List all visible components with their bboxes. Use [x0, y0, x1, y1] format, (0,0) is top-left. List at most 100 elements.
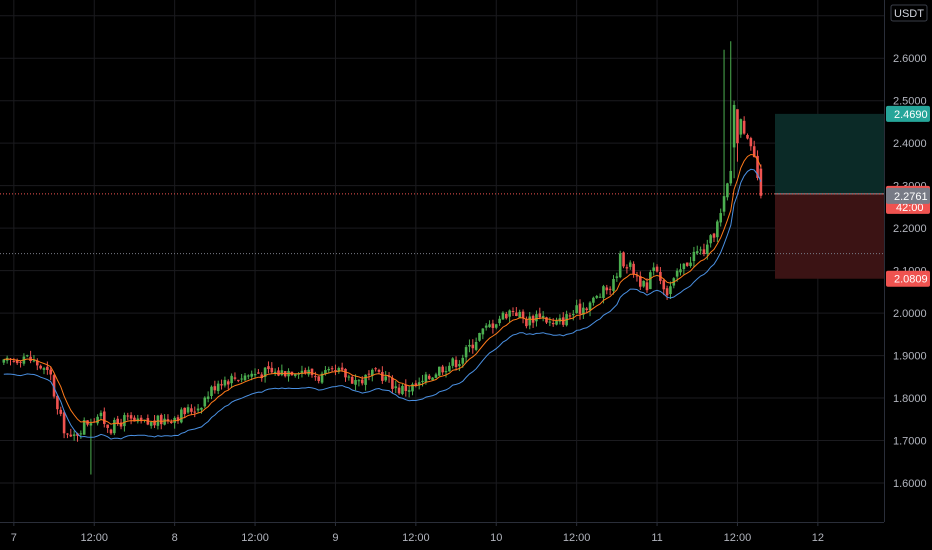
candle-body[interactable] — [427, 375, 431, 379]
candle-body[interactable] — [149, 422, 153, 426]
candle-body[interactable] — [183, 407, 186, 415]
candle-body[interactable] — [628, 262, 632, 267]
candle-body[interactable] — [451, 358, 454, 366]
candle-body[interactable] — [424, 374, 428, 383]
candle-body[interactable] — [675, 270, 679, 277]
candle-body[interactable] — [257, 372, 260, 374]
candle-body[interactable] — [19, 361, 22, 363]
candle-body[interactable] — [314, 376, 317, 378]
candle-body[interactable] — [414, 383, 418, 386]
candle-body[interactable] — [106, 424, 109, 428]
candle-body[interactable] — [357, 380, 361, 382]
candle-body[interactable] — [206, 396, 210, 399]
candle-body[interactable] — [702, 249, 706, 254]
candle-body[interactable] — [153, 420, 156, 426]
candle-body[interactable] — [742, 120, 746, 134]
candle-body[interactable] — [548, 321, 552, 323]
candle-body[interactable] — [253, 373, 257, 376]
candle-body[interactable] — [484, 325, 488, 328]
candle-body[interactable] — [746, 134, 749, 139]
candle-body[interactable] — [434, 374, 438, 378]
candle-body[interactable] — [505, 313, 508, 319]
candle-body[interactable] — [756, 155, 759, 178]
candle-body[interactable] — [139, 417, 143, 422]
candle-body[interactable] — [468, 344, 471, 347]
candle-body[interactable] — [421, 380, 424, 383]
candle-body[interactable] — [431, 377, 434, 381]
candle-body[interactable] — [706, 244, 709, 254]
candle-body[interactable] — [729, 170, 733, 184]
candle-body[interactable] — [481, 328, 485, 335]
candle-body[interactable] — [518, 311, 521, 318]
candle-body[interactable] — [310, 368, 314, 376]
candle-body[interactable] — [397, 387, 401, 394]
candle-body[interactable] — [695, 251, 699, 254]
candle-body[interactable] — [304, 370, 307, 374]
candle-body[interactable] — [602, 286, 605, 298]
candle-body[interactable] — [62, 412, 66, 434]
candle-body[interactable] — [29, 356, 32, 362]
candle-body[interactable] — [42, 368, 46, 370]
candle-body[interactable] — [441, 366, 444, 373]
candle-body[interactable] — [582, 307, 585, 315]
candle-body[interactable] — [464, 347, 468, 358]
candle-body[interactable] — [716, 221, 719, 238]
candle-body[interactable] — [598, 296, 602, 298]
candle-body[interactable] — [595, 296, 599, 298]
candle-body[interactable] — [2, 359, 6, 363]
candle-body[interactable] — [692, 251, 696, 261]
candle-body[interactable] — [588, 302, 592, 311]
candle-body[interactable] — [12, 360, 16, 362]
candle-body[interactable] — [210, 386, 213, 396]
candle-body[interactable] — [350, 376, 354, 384]
candle-body[interactable] — [732, 104, 736, 148]
candle-body[interactable] — [665, 288, 669, 296]
candle-body[interactable] — [196, 408, 200, 411]
candle-body[interactable] — [200, 407, 203, 410]
candle-body[interactable] — [491, 323, 495, 328]
candle-body[interactable] — [682, 263, 686, 270]
candle-body[interactable] — [404, 384, 408, 391]
candle-body[interactable] — [15, 360, 19, 364]
candle-body[interactable] — [458, 364, 461, 367]
candle-body[interactable] — [521, 311, 525, 319]
candle-body[interactable] — [293, 373, 297, 376]
candle-body[interactable] — [374, 368, 377, 370]
candle-body[interactable] — [652, 267, 655, 271]
candle-body[interactable] — [535, 314, 538, 322]
candle-body[interactable] — [220, 384, 223, 386]
candle-body[interactable] — [116, 418, 119, 424]
candle-body[interactable] — [186, 407, 190, 413]
candle-body[interactable] — [213, 386, 217, 391]
candle-body[interactable] — [79, 433, 83, 435]
candle-body[interactable] — [645, 282, 649, 291]
candle-body[interactable] — [190, 408, 193, 412]
candle-body[interactable] — [72, 434, 76, 436]
candle-body[interactable] — [226, 381, 230, 385]
candle-body[interactable] — [471, 344, 475, 349]
candle-body[interactable] — [572, 314, 575, 316]
candle-body[interactable] — [59, 409, 63, 414]
candle-body[interactable] — [712, 233, 716, 238]
candle-body[interactable] — [89, 423, 93, 426]
candle-body[interactable] — [639, 276, 642, 287]
candle-body[interactable] — [320, 373, 324, 383]
candle-body[interactable] — [263, 367, 267, 377]
candle-body[interactable] — [669, 286, 672, 295]
candle-body[interactable] — [488, 324, 491, 328]
candle-body[interactable] — [96, 416, 99, 424]
candle-body[interactable] — [515, 312, 518, 317]
candle-body[interactable] — [203, 397, 207, 407]
candle-body[interactable] — [327, 368, 331, 371]
candle-body[interactable] — [243, 375, 247, 381]
candle-body[interactable] — [578, 303, 582, 314]
candle-body[interactable] — [525, 319, 528, 327]
candle-body[interactable] — [655, 266, 659, 272]
candle-body[interactable] — [622, 252, 625, 267]
candle-body[interactable] — [679, 269, 682, 273]
candle-body[interactable] — [223, 379, 227, 386]
candle-body[interactable] — [360, 379, 364, 384]
candle-body[interactable] — [722, 196, 726, 212]
candle-body[interactable] — [568, 315, 572, 317]
currency-badge[interactable]: USDT — [890, 4, 928, 22]
